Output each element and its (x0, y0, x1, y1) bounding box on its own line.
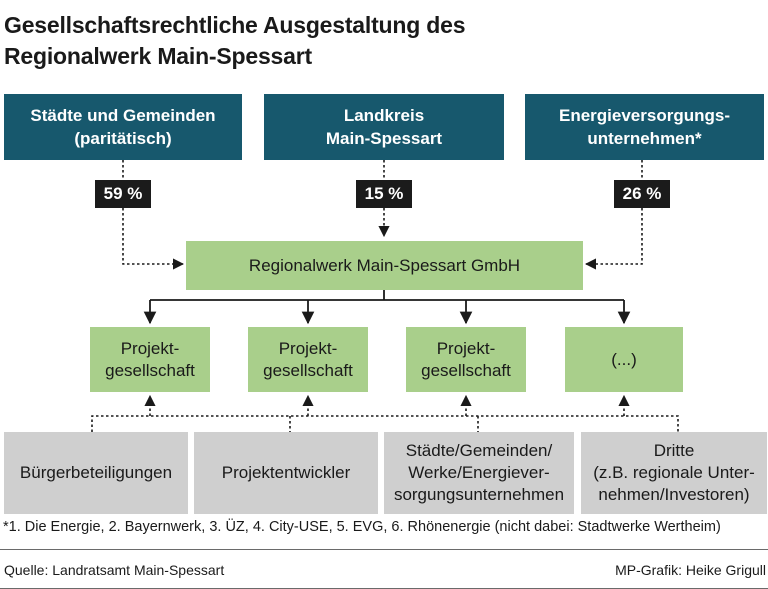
participant-box-dritte: Dritte (z.B. regionale Unter- nehmen/Inv… (581, 432, 767, 514)
project-label: Projekt- (436, 338, 496, 358)
participant-box-staedte-werke: Städte/Gemeinden/ Werke/Energiever- sorg… (384, 432, 574, 514)
project-label: Projekt- (120, 338, 180, 358)
title-line-2: Regionalwerk Main-Spessart (4, 43, 312, 69)
owner-label: Landkreis (343, 106, 425, 125)
project-label: gesellschaft (421, 360, 511, 380)
graphic-credit: MP-Grafik: Heike Grigull (615, 562, 766, 578)
share-label-staedte: 59 % (95, 180, 151, 208)
participant-label: nehmen/Investoren) (598, 485, 750, 504)
participant-label: (z.B. regionale Unter- (593, 463, 755, 482)
owner-label: unternehmen* (587, 129, 702, 148)
footnote: *1. Die Energie, 2. Bayernwerk, 3. ÜZ, 4… (3, 519, 721, 535)
owner-label: (paritätisch) (74, 129, 172, 148)
owner-link-left (122, 160, 183, 264)
owner-label: Städte und Gemeinden (30, 106, 216, 125)
project-box-more: (...) (565, 327, 683, 392)
divider (0, 549, 768, 550)
owner-label: Main-Spessart (325, 129, 443, 148)
share-label-landkreis: 15 % (356, 180, 412, 208)
owner-label: Energieversorgungs- (559, 106, 730, 125)
owner-box-landkreis: Landkreis Main-Spessart (264, 94, 504, 160)
participant-label: Städte/Gemeinden/ (405, 441, 553, 460)
project-label: gesellschaft (105, 360, 195, 380)
participant-bar (91, 415, 679, 432)
project-label: gesellschaft (263, 360, 353, 380)
chart-title: Gesellschaftsrechtliche Ausgestaltung de… (4, 10, 744, 72)
project-box-1: Projekt- gesellschaft (90, 327, 210, 392)
project-box-3: Projekt- gesellschaft (406, 327, 526, 392)
participant-label: Projektentwickler (221, 463, 351, 482)
participant-label: Bürgerbeteiligungen (19, 463, 173, 482)
participant-box-projektentwickler: Projektentwickler (194, 432, 378, 514)
owner-link-right (586, 160, 643, 264)
source-note: Quelle: Landratsamt Main-Spessart (4, 562, 225, 578)
project-box-2: Projekt- gesellschaft (248, 327, 368, 392)
owner-box-staedte: Städte und Gemeinden (paritätisch) (4, 94, 242, 160)
participant-box-buergerbeteiligungen: Bürgerbeteiligungen (4, 432, 188, 514)
title-line-1: Gesellschaftsrechtliche Ausgestaltung de… (4, 12, 466, 38)
owner-box-energieversorger: Energieversorgungs- unternehmen* (525, 94, 764, 160)
project-label: Projekt- (278, 338, 338, 358)
hub-box-regionalwerk: Regionalwerk Main-Spessart GmbH (186, 241, 583, 290)
participant-label: sorgungsunternehmen (393, 485, 565, 504)
share-label-energieversorger: 26 % (614, 180, 670, 208)
participant-label: Werke/Energiever- (408, 463, 550, 482)
project-label: (...) (611, 349, 637, 369)
participant-label: Dritte (653, 441, 695, 460)
hub-label: Regionalwerk Main-Spessart GmbH (248, 255, 521, 275)
